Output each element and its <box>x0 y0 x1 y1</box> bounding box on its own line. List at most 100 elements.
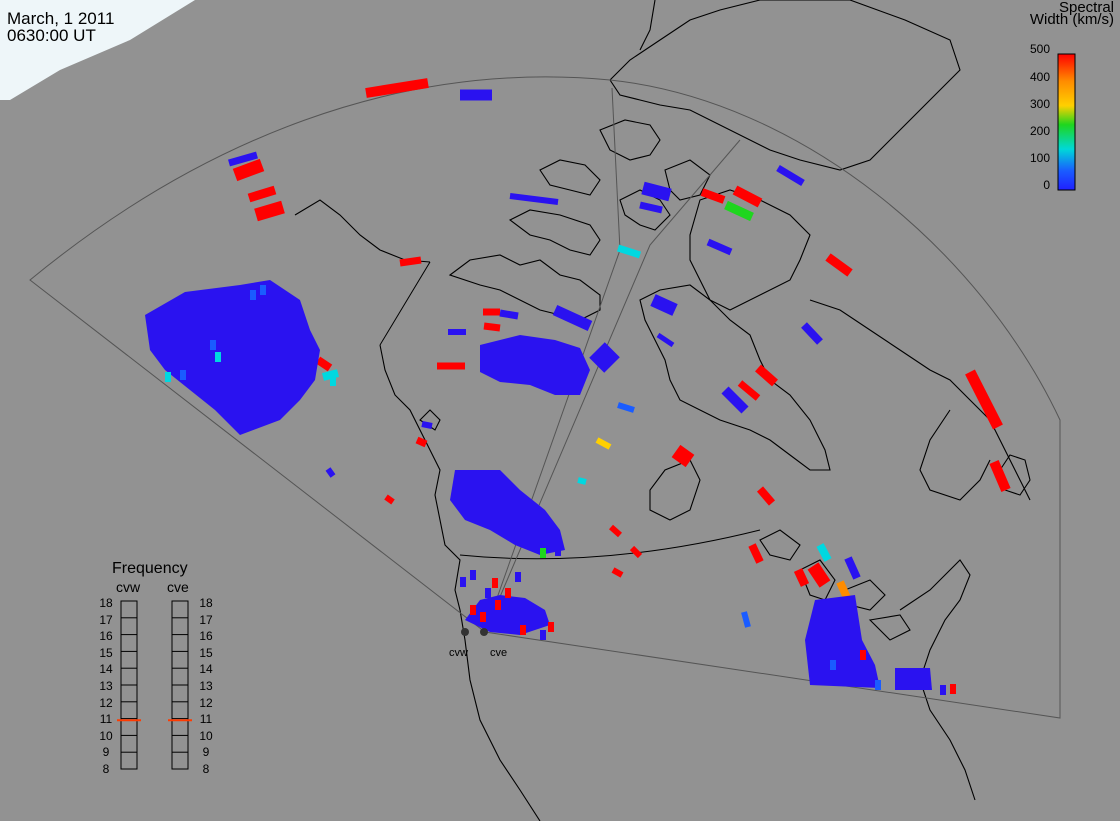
echo-cell <box>321 369 340 381</box>
frequency-scale-label: 10 <box>199 728 213 743</box>
frequency-radar-label: cve <box>167 579 189 595</box>
echo-cell <box>650 294 678 316</box>
frequency-radar-label: cvw <box>116 579 141 595</box>
frequency-scale-label: 12 <box>199 695 213 710</box>
echo-cell <box>384 494 395 505</box>
echo-cell <box>807 562 831 588</box>
echo-cell <box>540 630 546 640</box>
echo-cell <box>776 164 805 187</box>
colorbar-tick: 400 <box>1029 70 1050 84</box>
frequency-scale-label: 18 <box>199 596 213 610</box>
time-label: 0630:00 UT <box>7 26 96 45</box>
echo-cell <box>724 200 754 222</box>
date-label: March, 1 2011 <box>7 9 115 28</box>
frequency-scale-label: 9 <box>202 745 210 760</box>
echo-cell <box>254 200 285 222</box>
frequency-title: Frequency <box>112 560 188 577</box>
echo-cell <box>495 600 501 610</box>
echo-cell <box>721 386 749 414</box>
echo-cell <box>325 467 336 478</box>
frequency-scale-label: 17 <box>199 612 213 627</box>
echo-region <box>480 335 590 395</box>
frequency-scale-label: 15 <box>199 645 213 660</box>
station-label: cvw <box>449 647 468 659</box>
frequency-scale-label: 13 <box>199 679 213 693</box>
echo-region <box>145 280 320 435</box>
frequency-scale-label: 14 <box>199 662 213 677</box>
echo-cell <box>940 685 946 695</box>
echo-cell <box>530 605 536 615</box>
echo-cell <box>480 612 486 622</box>
frequency-scale-label: 17 <box>99 612 113 627</box>
echo-cell <box>671 444 695 468</box>
echo-cell <box>510 615 516 625</box>
echo-cell <box>748 543 764 564</box>
echo-cell <box>830 660 836 670</box>
echo-cell <box>247 185 277 203</box>
frequency-scale-label: 14 <box>99 662 113 677</box>
echo-cell <box>844 556 861 580</box>
echo-cell <box>755 364 778 387</box>
frequency-scale-label: 18 <box>99 596 113 610</box>
echo-cell <box>250 290 256 300</box>
echo-cell <box>700 188 726 204</box>
echo-cell <box>470 570 476 580</box>
colorbar-tick: 200 <box>1029 124 1050 138</box>
echo-cell <box>509 193 559 205</box>
colorbar-unit: Width (km/s) <box>1029 11 1114 28</box>
echo-cell <box>706 238 733 256</box>
frequency-scale-label: 13 <box>99 679 113 693</box>
echo-cell <box>860 650 866 660</box>
colorbar <box>1057 53 1076 191</box>
border-layer <box>379 261 761 560</box>
echo-cell <box>595 437 612 450</box>
frequency-scale-label: 15 <box>99 645 113 660</box>
echo-cell <box>639 201 663 214</box>
echo-layer <box>145 78 1011 695</box>
colorbar-tick: 500 <box>1029 42 1050 56</box>
frequency-scale-label: 11 <box>99 712 113 727</box>
echo-cell <box>589 342 620 373</box>
echo-cell <box>609 524 622 538</box>
echo-cell <box>950 684 956 694</box>
echo-cell <box>656 332 675 348</box>
echo-cell <box>415 436 428 448</box>
echo-cell <box>315 356 333 372</box>
frequency-scale-label: 16 <box>199 629 213 644</box>
echo-cell <box>641 181 672 202</box>
echo-cell <box>520 625 526 635</box>
echo-cell <box>555 546 561 556</box>
echo-cell <box>232 158 265 182</box>
echo-cell <box>825 253 853 277</box>
frequency-scale-label: 9 <box>102 745 110 760</box>
echo-cell <box>460 577 466 587</box>
frequency-scale-label: 16 <box>99 629 113 644</box>
echo-cell <box>816 543 832 562</box>
echo-cell <box>611 567 624 578</box>
colorbar-tick: 0 <box>1043 178 1050 192</box>
echo-cell <box>801 322 823 345</box>
echo-cell <box>793 568 810 587</box>
echo-cell <box>741 611 751 628</box>
echo-cell <box>617 402 635 413</box>
echo-cell <box>483 322 501 332</box>
echo-cell <box>629 545 643 559</box>
echo-cell <box>505 588 511 598</box>
echo-cell <box>210 340 216 350</box>
echo-cell <box>228 151 258 167</box>
colorbar-tick: 100 <box>1029 151 1050 165</box>
frequency-panel <box>117 600 192 770</box>
echo-cell <box>989 460 1011 492</box>
echo-cell <box>260 285 266 295</box>
echo-cell <box>499 309 519 320</box>
echo-cell <box>965 369 1003 430</box>
station-label: cve <box>490 647 508 659</box>
echo-region <box>465 595 550 635</box>
echo-cell <box>875 680 881 690</box>
echo-cell <box>421 421 433 429</box>
sea-ice-area <box>0 0 195 100</box>
echo-cell <box>577 477 587 485</box>
colorbar-title: Spectral <box>1058 0 1114 16</box>
echo-cell <box>616 244 642 259</box>
